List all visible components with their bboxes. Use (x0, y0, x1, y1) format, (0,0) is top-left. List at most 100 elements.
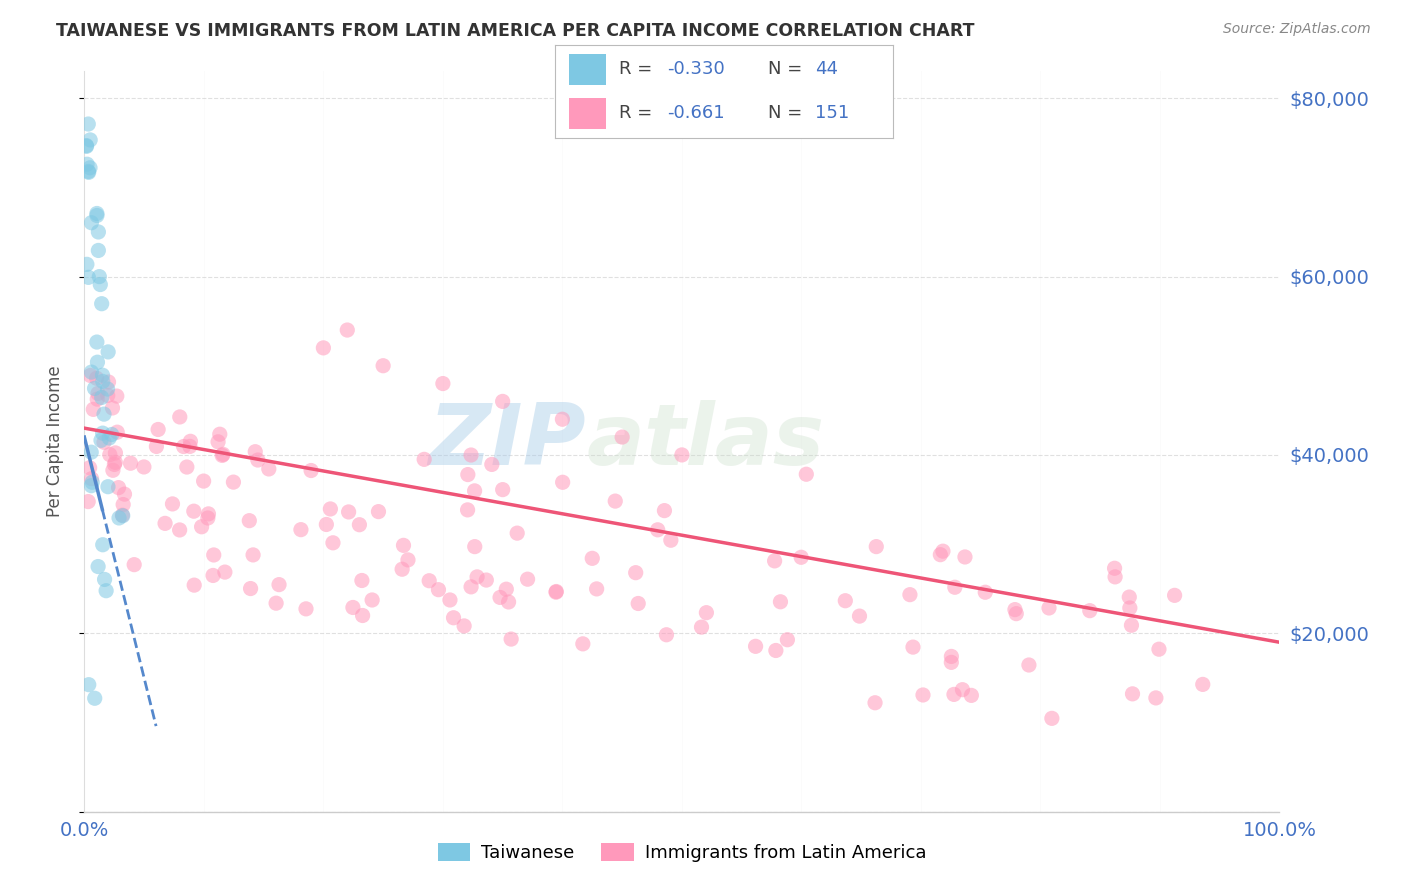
Text: 44: 44 (815, 60, 838, 78)
Point (183, 578, 205, 592)
Point (104, 455, 127, 469)
Point (322, 536, 344, 550)
Point (87, 225, 110, 239)
Point (105, 425, 128, 440)
Point (834, 593, 856, 607)
Point (1040, 711, 1063, 725)
Point (77, 165, 100, 179)
Point (212, 447, 235, 461)
Bar (569, 54, 606, 85)
Text: -0.661: -0.661 (666, 104, 724, 122)
Point (245, 444, 267, 458)
Point (546, 584, 568, 599)
Point (418, 574, 440, 588)
Point (350, 574, 373, 588)
Point (83, 691, 105, 706)
Point (942, 687, 965, 701)
Point (1104, 570, 1126, 584)
Point (413, 452, 436, 467)
Point (89, 269, 111, 284)
Point (489, 591, 512, 605)
Point (80, 445, 103, 459)
Point (585, 582, 607, 596)
Point (162, 497, 184, 511)
Point (86, 371, 108, 385)
Point (941, 656, 963, 670)
Point (190, 520, 212, 534)
Point (93, 435, 115, 450)
Point (208, 427, 231, 442)
Point (464, 483, 486, 498)
Point (612, 430, 634, 444)
Point (427, 582, 450, 597)
Point (87, 244, 110, 258)
Point (98, 431, 121, 445)
Point (551, 475, 574, 490)
Point (624, 566, 647, 580)
Point (87, 559, 110, 574)
Point (179, 434, 201, 449)
Point (82, 402, 104, 417)
Point (90, 296, 112, 310)
Point (77, 270, 100, 285)
Point (77, 117, 100, 131)
Point (647, 523, 669, 537)
Point (1118, 590, 1140, 604)
Point (495, 582, 517, 597)
Point (695, 606, 717, 620)
Point (465, 570, 488, 584)
Point (176, 460, 198, 475)
Point (475, 573, 498, 587)
Point (86, 355, 108, 369)
Point (77, 494, 100, 508)
Point (101, 463, 124, 477)
Point (107, 481, 129, 495)
Text: R =: R = (620, 60, 658, 78)
Point (86, 206, 108, 220)
Point (295, 602, 318, 616)
Point (202, 548, 225, 562)
Point (901, 640, 924, 654)
Point (77, 678, 100, 692)
Point (1163, 588, 1185, 602)
Point (929, 548, 952, 562)
Point (100, 427, 122, 442)
Point (453, 619, 475, 633)
Point (763, 554, 786, 568)
Point (79, 460, 101, 475)
Point (439, 593, 461, 607)
Point (457, 503, 479, 517)
Point (197, 511, 219, 525)
Point (1078, 604, 1101, 618)
Point (76, 139, 98, 153)
Point (104, 446, 127, 460)
Point (90, 391, 112, 405)
Point (145, 439, 167, 453)
Point (464, 540, 486, 554)
Point (93, 573, 115, 587)
Point (264, 596, 287, 610)
Point (169, 523, 191, 537)
Point (1144, 690, 1167, 705)
Point (211, 449, 233, 463)
Point (97, 345, 120, 359)
Point (952, 682, 974, 697)
Point (114, 487, 136, 501)
Point (105, 389, 128, 403)
Point (655, 628, 678, 642)
Point (79, 133, 101, 147)
Point (352, 608, 374, 623)
Point (460, 580, 482, 594)
Point (111, 508, 134, 523)
Point (86, 209, 108, 223)
Point (91, 375, 114, 389)
Point (315, 517, 337, 532)
Point (361, 593, 384, 607)
Point (202, 568, 225, 582)
Point (108, 511, 131, 525)
Point (911, 688, 934, 702)
Point (572, 637, 595, 651)
Point (290, 523, 312, 537)
Point (443, 611, 465, 625)
Point (197, 507, 219, 521)
